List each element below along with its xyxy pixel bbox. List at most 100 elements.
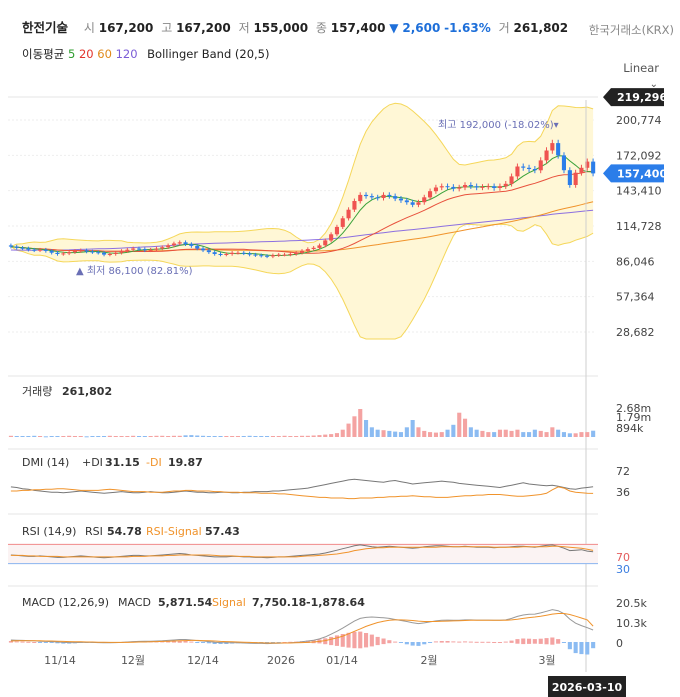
macd-histogram-bar: [358, 631, 363, 649]
macd-histogram-bar: [340, 634, 345, 647]
change-value: 2,600: [402, 21, 441, 35]
volume-bar: [32, 435, 37, 437]
candle-body: [177, 242, 182, 244]
volume-bar: [486, 432, 491, 437]
high-label: 고: [161, 21, 173, 35]
volume-bar: [235, 436, 240, 437]
volume-bar: [457, 412, 462, 437]
open-value: 167,200: [98, 21, 154, 35]
volume-bar: [259, 436, 264, 437]
candle-body: [474, 186, 479, 188]
candle-body: [201, 248, 206, 251]
candle-body: [195, 246, 200, 249]
low-label: 저: [238, 21, 250, 35]
candle-body: [591, 161, 596, 174]
volume-bar: [55, 436, 60, 437]
volume-bar: [148, 436, 153, 437]
volume-bar: [573, 433, 578, 437]
candle-body: [8, 245, 13, 247]
volume-tick-label: 894k: [616, 422, 644, 435]
macd-histogram-bar: [183, 641, 188, 643]
candle-body: [422, 197, 427, 203]
volume-bar: [393, 431, 398, 437]
macd-histogram-bar: [544, 638, 549, 645]
candle-body: [544, 150, 549, 161]
candle-body: [305, 249, 310, 251]
candle-body: [480, 186, 485, 188]
macd-histogram-bar: [573, 642, 578, 654]
volume-bar: [131, 435, 136, 437]
volume-bar: [137, 436, 142, 437]
macd-histogram-bar: [14, 641, 19, 643]
dmi-di-line: [10, 486, 594, 500]
price-grid: [8, 119, 596, 333]
macd-histogram-bar: [201, 642, 206, 643]
candle-body: [224, 254, 229, 255]
chevron-down-icon[interactable]: ⌄: [649, 79, 658, 90]
macd-histogram-bar: [422, 642, 427, 645]
volume-bar: [241, 436, 246, 437]
exchange-label: 한국거래소(KRX): [588, 23, 674, 37]
dmi-tick-label: 36: [616, 486, 630, 499]
candle-body: [311, 247, 316, 249]
x-tick-label: 11/14: [44, 654, 76, 667]
volume-bar: [206, 436, 211, 437]
candle-body: [468, 185, 473, 187]
volume-bar: [90, 436, 95, 437]
candle-body: [166, 245, 171, 248]
macd-signal-label: Signal: [212, 596, 246, 609]
macd-histogram-bar: [381, 638, 386, 645]
high-value: 167,200: [176, 21, 231, 35]
ma120-line: [10, 209, 594, 251]
candle-body: [61, 253, 66, 255]
volume-bar: [346, 423, 351, 437]
candle-body: [142, 249, 147, 251]
volume-bar: [20, 436, 25, 437]
candle-body: [265, 255, 270, 257]
candle-body: [457, 187, 462, 189]
volume-bar: [265, 436, 270, 437]
volume-bar: [352, 416, 357, 437]
candle-body: [253, 254, 258, 256]
candle-body: [567, 170, 572, 185]
volume-bar: [270, 436, 275, 437]
candle-body: [561, 155, 566, 171]
candle-body: [131, 248, 136, 250]
macd-histogram-bar: [439, 641, 444, 643]
cursor-date-label: 2026-03-10: [552, 681, 623, 694]
scale-dropdown[interactable]: Linear: [623, 61, 659, 75]
x-tick-label: 2월: [420, 654, 437, 667]
price-tick-label: 143,410: [616, 185, 662, 198]
candle-body: [43, 249, 48, 251]
candle-body: [55, 252, 60, 254]
candle-body: [26, 248, 31, 250]
volume-bar: [364, 420, 369, 437]
volume-bar: [334, 433, 339, 437]
price-tick-label: 57,364: [616, 291, 655, 304]
volume-bar: [451, 424, 456, 437]
volume-bar: [358, 409, 363, 437]
volume-bar: [212, 436, 217, 437]
volume-bar: [515, 429, 520, 437]
top-price-tag-label: 219,296: [617, 91, 667, 104]
indicator-legend: 이동평균 5 20 60 120 Bollinger Band (20,5): [22, 46, 270, 62]
dmi-tick-label: 72: [616, 465, 630, 478]
volume-bar: [567, 433, 572, 437]
dmi-plus-label: +DI: [82, 456, 103, 469]
candle-body: [521, 166, 526, 168]
bollinger-band-fill: [10, 103, 594, 339]
macd-histogram-bar: [189, 641, 194, 643]
volume-tick-label: 2.68m: [616, 402, 651, 415]
volume-bar: [14, 436, 19, 437]
volume-bar: [166, 436, 171, 437]
volume-bar: [521, 432, 526, 437]
volume-bar: [503, 429, 508, 437]
candle-body: [113, 252, 118, 254]
volume-bar: [556, 429, 561, 437]
candle-body: [532, 169, 537, 171]
candle-body: [96, 252, 101, 254]
volume-bar: [463, 418, 468, 437]
macd-histogram-bar: [32, 642, 37, 643]
rsi-signal-line: [10, 545, 594, 558]
